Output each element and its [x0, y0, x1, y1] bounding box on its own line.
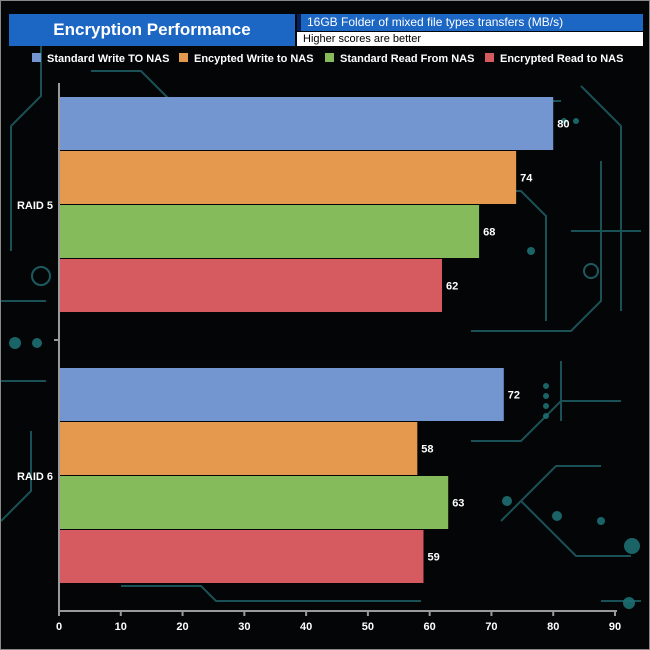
bar [60, 259, 443, 312]
data-label: 80 [557, 119, 569, 131]
x-tick-label: 40 [300, 621, 312, 633]
bar [60, 476, 449, 529]
data-label: 72 [508, 390, 520, 402]
chart-subtitle: 16GB Folder of mixed file types transfer… [297, 14, 643, 31]
x-tick-label: 60 [424, 621, 436, 633]
x-tick-label: 0 [56, 621, 62, 633]
data-label: 68 [483, 227, 495, 239]
chart-note: Higher scores are better [297, 32, 643, 46]
legend-swatch [325, 53, 334, 62]
chart-title: Encryption Performance [9, 14, 295, 46]
x-tick-label: 10 [115, 621, 127, 633]
bar [60, 530, 424, 583]
bar [60, 97, 554, 150]
legend-label: Encypted Write to NAS [194, 53, 314, 65]
x-tick-label: 70 [485, 621, 497, 633]
legend-label: Encrypted Read to NAS [500, 53, 623, 65]
legend: Standard Write TO NAS Encypted Write to N… [32, 53, 623, 65]
category-label: RAID 5 [17, 200, 53, 212]
x-tick-label: 20 [176, 621, 188, 633]
axes: 0 10 20 30 40 50 60 70 80 90 [54, 83, 621, 633]
x-tick-label: 50 [362, 621, 374, 633]
x-tick-label: 80 [547, 621, 559, 633]
bar [60, 151, 517, 204]
bar [60, 422, 418, 475]
data-label: 63 [452, 498, 464, 510]
data-label: 59 [427, 552, 439, 564]
data-label: 58 [421, 444, 433, 456]
legend-label: Standard Read From NAS [340, 53, 474, 65]
x-tick-label: 30 [238, 621, 250, 633]
bars: 80 74 68 62 RAID 5 72 58 63 59 RAID 6 [17, 97, 569, 583]
data-label: 74 [520, 173, 533, 185]
category-label: RAID 6 [17, 471, 53, 483]
bar [60, 368, 504, 421]
legend-label: Standard Write TO NAS [47, 53, 169, 65]
legend-swatch [179, 53, 188, 62]
data-label: 62 [446, 281, 458, 293]
bar [60, 205, 480, 258]
x-tick-label: 90 [609, 621, 621, 633]
legend-swatch [485, 53, 494, 62]
legend-swatch [32, 53, 41, 62]
